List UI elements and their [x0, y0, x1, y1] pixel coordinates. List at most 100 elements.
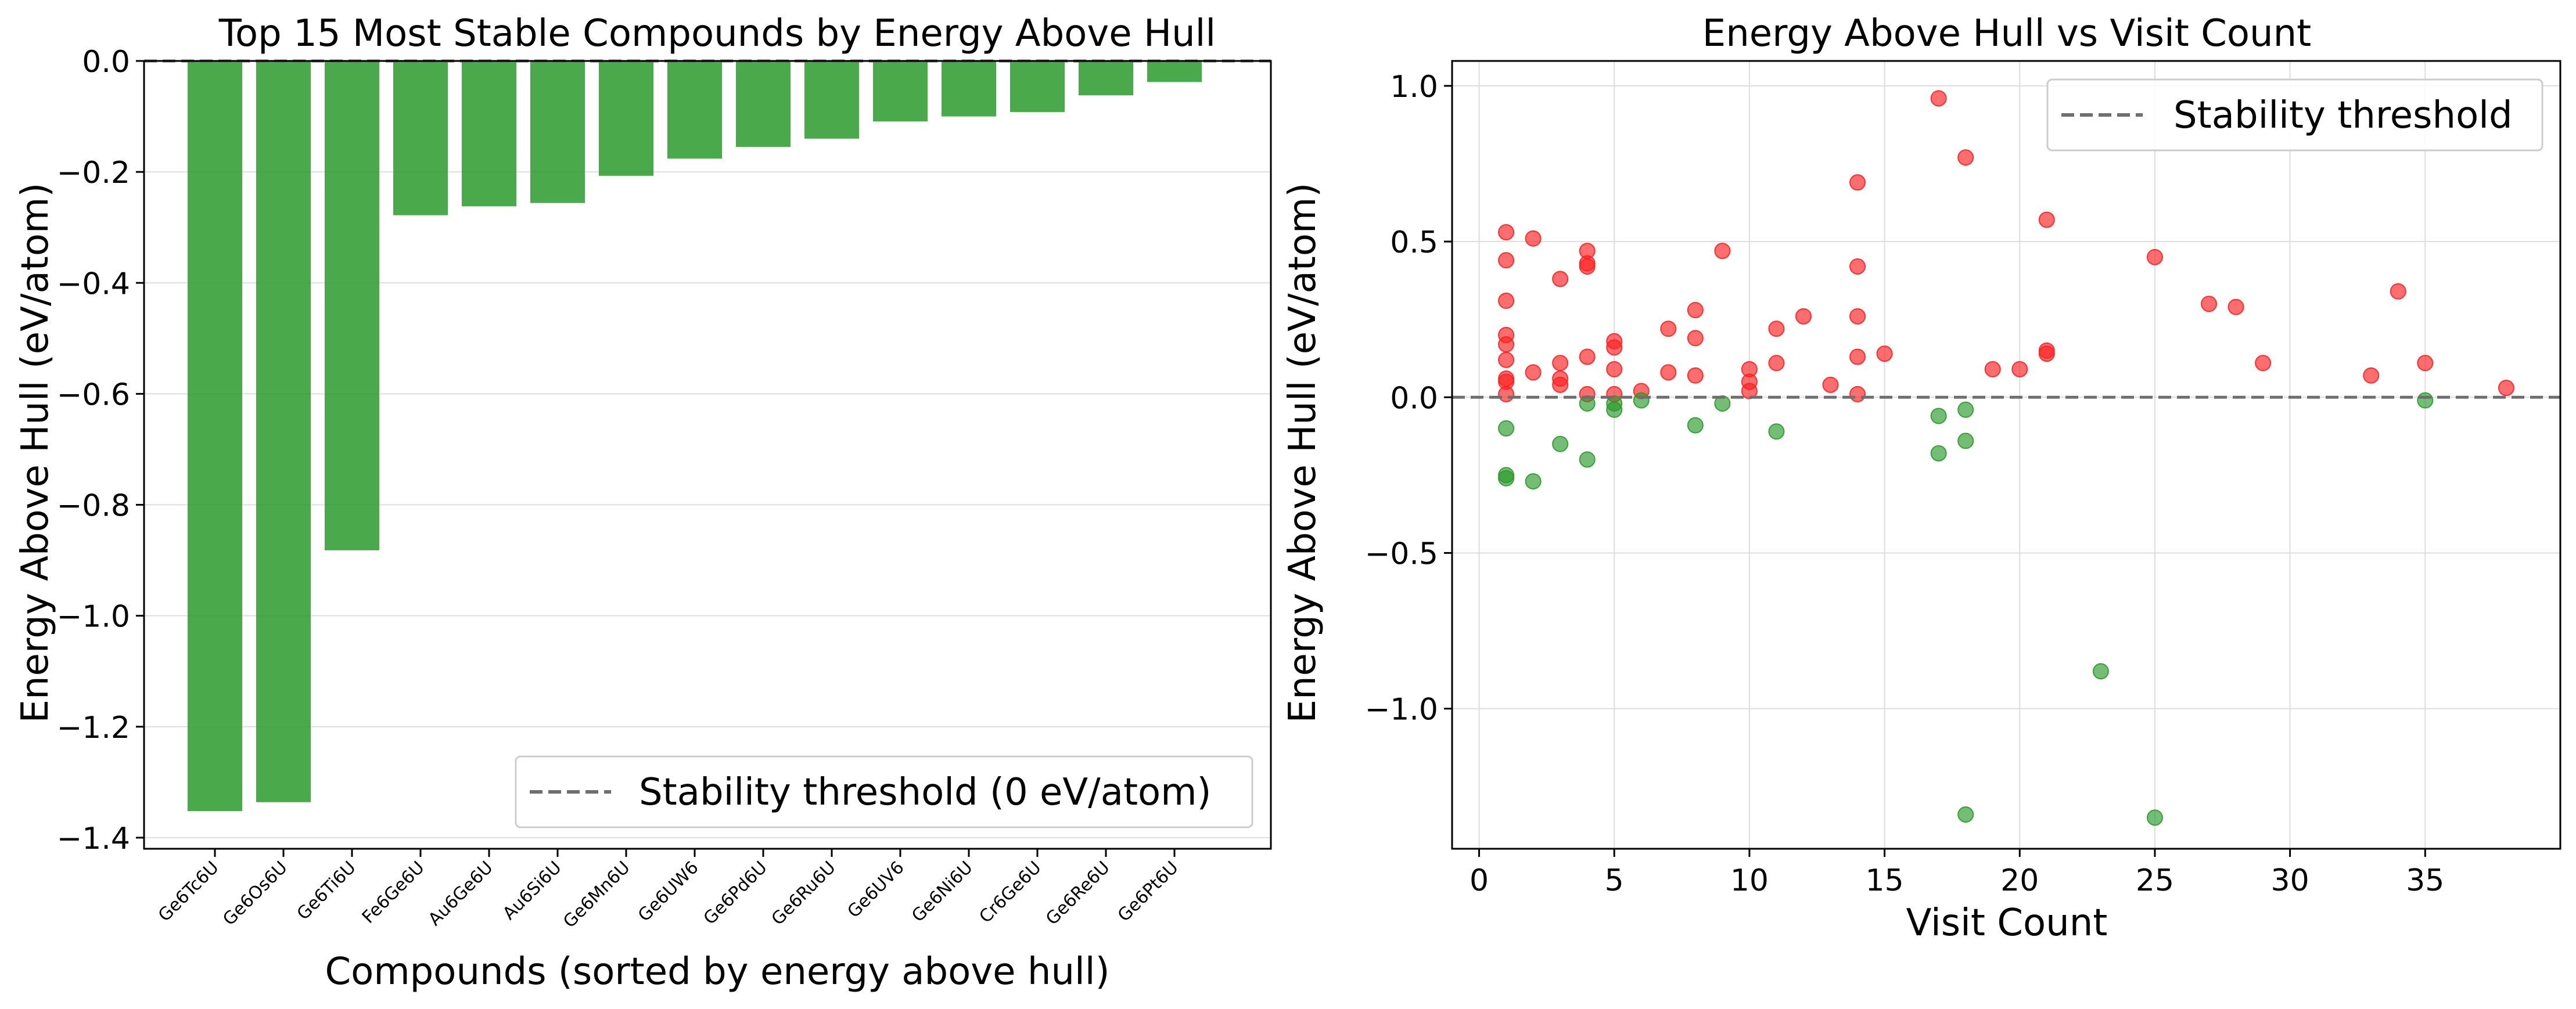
scatter-point [2417, 392, 2434, 409]
bar-x-tick-label: Ge6Pt6U [1114, 857, 1183, 926]
bar [256, 61, 311, 802]
scatter-chart-title: Energy Above Hull vs Visit Count [1702, 12, 2312, 55]
scatter-point [1930, 408, 1947, 424]
scatter-point [2038, 211, 2055, 228]
scatter-point [1849, 308, 1866, 325]
bar-chart-legend: Stability threshold (0 eV/atom) [515, 755, 1253, 828]
scatter-point [1498, 470, 1515, 487]
bar-chart-bars [188, 61, 1202, 812]
bar-x-tick-label: Ge6Tc6U [155, 857, 223, 926]
scatter-point [1957, 806, 1974, 823]
bar [530, 61, 585, 203]
bar-chart-grid [144, 60, 1271, 838]
scatter-point [1957, 149, 1974, 166]
scatter-point [1579, 258, 1596, 275]
scatter-y-tick-label: 0.0 [1390, 381, 1438, 416]
scatter-point [2092, 663, 2109, 680]
bar [599, 61, 653, 176]
scatter-point [1660, 320, 1677, 337]
scatter-point [1687, 330, 1704, 347]
scatter-point [1822, 376, 1839, 393]
scatter-point [1552, 376, 1569, 393]
scatter-point [1984, 361, 2001, 377]
scatter-point [2201, 296, 2218, 312]
scatter-chart-y-axis-label: Energy Above Hull (eV/atom) [1281, 183, 1324, 723]
bar-plot-frame [143, 60, 1272, 850]
scatter-point [1498, 420, 1515, 437]
bar-chart-y-axis-label: Energy Above Hull (eV/atom) [14, 183, 57, 723]
scatter-point [1552, 435, 1569, 452]
bar-y-tick-label: −0.2 [57, 156, 130, 190]
scatter-point [1498, 336, 1515, 353]
scatter-x-tick-label: 20 [2000, 863, 2039, 898]
scatter-point [1552, 271, 1569, 287]
scatter-chart-x-axis-label: Visit Count [1906, 902, 2108, 945]
bar-chart-title: Top 15 Most Stable Compounds by Energy A… [218, 12, 1216, 55]
scatter-point [1768, 423, 1785, 440]
scatter-point [1606, 401, 1623, 418]
bar-x-tick-label: Ge6Pd6U [700, 857, 771, 929]
scatter-chart-legend: Stability threshold [2046, 78, 2543, 152]
scatter-y-tick-label: −0.5 [1365, 536, 1438, 571]
scatter-point [1552, 355, 1569, 372]
scatter-point [1741, 383, 1758, 399]
bar-y-tick-label: −0.8 [57, 489, 130, 524]
scatter-x-tick-label: 25 [2136, 863, 2174, 898]
scatter-x-tick-label: 15 [1865, 863, 1903, 898]
scatter-point [1714, 243, 1731, 260]
scatter-point [1498, 351, 1515, 368]
scatter-point [2363, 367, 2380, 384]
bar [1010, 61, 1065, 112]
scatter-y-tick-label: 1.0 [1390, 70, 1438, 104]
scatter-point [1498, 224, 1515, 240]
scatter-point [2146, 809, 2163, 826]
bar-y-tick-label: −1.2 [57, 711, 130, 745]
scatter-point [1498, 252, 1515, 269]
bar [667, 61, 722, 159]
scatter-point [1525, 473, 1542, 490]
bar-x-tick-label: Ge6Mn6U [559, 857, 634, 932]
scatter-y-tick-label: −1.0 [1365, 693, 1438, 727]
scatter-legend-label: Stability threshold [2173, 94, 2513, 137]
scatter-point [1930, 90, 1947, 107]
bar [462, 61, 516, 207]
scatter-point [1957, 401, 1974, 418]
scatter-point [1849, 174, 1866, 191]
bar-x-tick-label: Ge6Ru6U [768, 857, 840, 929]
scatter-chart-axes: 0 5 10 15 20 25 30 35 1.0 0.5 0.0 −0.5 −1.0 [1365, 60, 2561, 898]
scatter-point [1525, 230, 1542, 247]
bar [873, 61, 928, 122]
bar-y-tick-label: 0.0 [82, 45, 130, 80]
bar-x-tick-label: Ge6UW6 [634, 857, 703, 926]
bar-chart-x-axis-label: Compounds (sorted by energy above hull) [325, 950, 1109, 993]
bar [1079, 61, 1133, 96]
scatter-point [1849, 348, 1866, 365]
scatter-point [1579, 451, 1596, 468]
bar-x-tick-label: Ge6Os6U [219, 857, 292, 930]
bar [1147, 61, 1202, 82]
scatter-point [1687, 367, 1704, 384]
scatter-chart-panel: Energy Above Hull vs Visit Count Visit C… [1281, 12, 2561, 945]
scatter-point [1957, 433, 1974, 449]
bar [188, 61, 242, 812]
scatter-point [1876, 345, 1893, 362]
scatter-point [1768, 355, 1785, 372]
scatter-point [2146, 248, 2163, 265]
scatter-point [1525, 364, 1542, 381]
scatter-point [2390, 283, 2406, 300]
scatter-point [1687, 302, 1704, 319]
scatter-point [2038, 345, 2055, 362]
bar-y-tick-label: −0.4 [57, 266, 130, 301]
scatter-point [1849, 385, 1866, 402]
scatter-point [1633, 392, 1650, 409]
scatter-chart-grid [1452, 61, 2560, 849]
bar-x-tick-label: Au6Ge6U [425, 857, 497, 930]
bar [393, 61, 448, 215]
scatter-x-tick-label: 10 [1730, 863, 1769, 898]
bar-y-tick-label: −1.0 [57, 600, 130, 635]
scatter-y-tick-label: 0.5 [1390, 225, 1438, 260]
bar [736, 61, 791, 147]
scatter-point [1579, 348, 1596, 365]
bar-x-tick-label: Ge6UV6 [843, 857, 908, 922]
